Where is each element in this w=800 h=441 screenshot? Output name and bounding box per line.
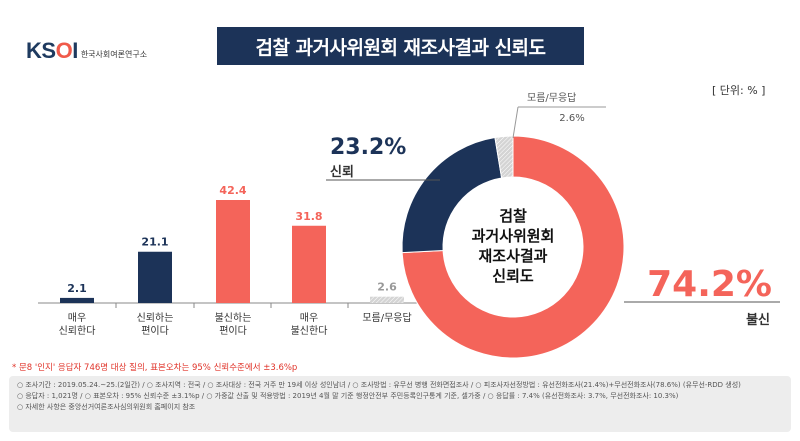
bar (370, 296, 404, 303)
chart-canvas: 2.1매우신뢰한다21.1신뢰하는편이다42.4불신하는편이다31.8매우불신한… (38, 92, 780, 359)
donut-center-label: 재조사결과 (478, 247, 547, 265)
bar (60, 297, 94, 303)
donut-hole (444, 178, 582, 316)
slice-name-label: 불신 (746, 313, 770, 328)
x-tick-label: 불신한다 (291, 325, 328, 337)
survey-info-box: ○ 조사기간 : 2019.05.24.~25.(2일간) / ○ 조사지역 :… (9, 376, 791, 432)
x-tick-label: 신뢰한다 (59, 325, 96, 337)
page-title: 검찰 과거사위원회 재조사결과 신뢰도 (217, 27, 584, 65)
donut-center-label: 검찰 (499, 207, 527, 225)
logo: KSOI 한국사회여론연구소 (26, 38, 147, 64)
survey-info-line: ○ 조사기간 : 2019.05.24.~25.(2일간) / ○ 조사지역 :… (17, 381, 741, 389)
leader-line (512, 106, 519, 139)
bar (138, 251, 172, 303)
slice-value-label: 23.2% (330, 135, 406, 160)
survey-info-line: ○ 자세한 사항은 중앙선거여론조사심의위원회 홈페이지 참조 (17, 403, 196, 411)
bar-value-label: 21.1 (141, 236, 168, 249)
x-tick-label: 모름/무응답 (362, 312, 411, 324)
bar-value-label: 2.6 (377, 281, 397, 294)
donut-center-label: 과거사위원회 (472, 227, 555, 245)
bar-value-label: 31.8 (295, 210, 322, 223)
bar-value-label: 2.1 (67, 282, 87, 295)
logo-mark: KSOI (26, 38, 78, 63)
survey-info-line: ○ 응답자 : 1,021명 / ○ 표본오차 : 95% 신뢰수준 ±3.1%… (17, 392, 679, 400)
x-tick-label: 편이다 (219, 325, 247, 337)
footnote: * 문8 '인지' 응답자 746명 대상 질의, 표본오차는 95% 신뢰수준… (12, 363, 298, 373)
x-tick-label: 편이다 (141, 325, 169, 337)
unit-label: [ 단위: % ] (712, 84, 766, 97)
x-tick-label: 매우 (300, 312, 318, 324)
slice-value-label: 2.6% (559, 113, 584, 124)
bar (292, 225, 326, 303)
slice-value-label: 74.2% (647, 264, 772, 305)
donut-center-label: 신뢰도 (492, 267, 534, 285)
x-tick-label: 매우 (68, 312, 86, 324)
logo-org-name: 한국사회여론연구소 (80, 49, 148, 59)
x-tick-label: 불신하는 (215, 311, 252, 324)
bar (216, 200, 250, 303)
slice-name-label: 신뢰 (330, 164, 354, 180)
bar-value-label: 42.4 (219, 184, 246, 197)
donut-slice (494, 135, 514, 179)
x-tick-label: 신뢰하는 (137, 311, 174, 324)
donut-slice (401, 135, 625, 359)
slice-name-label: 모름/무응답 (527, 92, 576, 104)
